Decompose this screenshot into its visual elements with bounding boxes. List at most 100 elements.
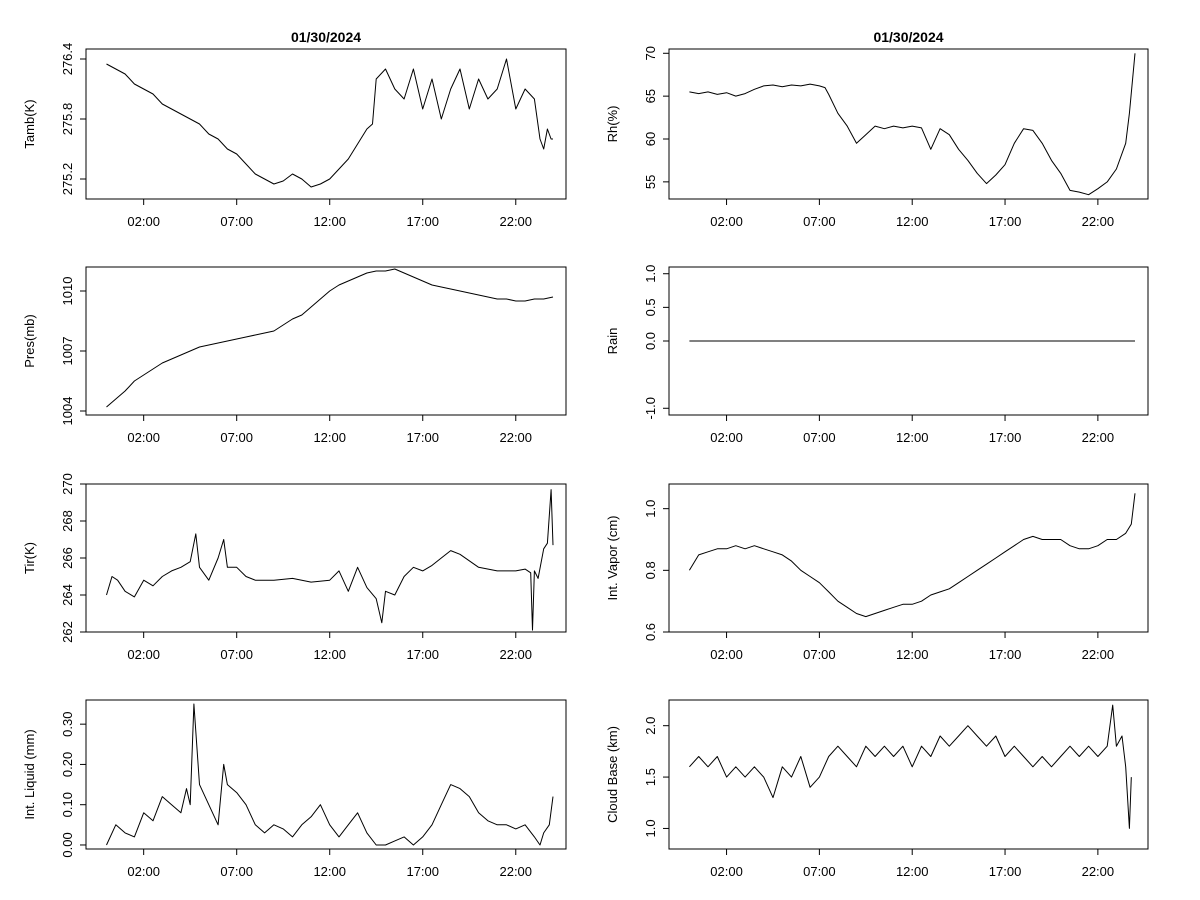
plot-frame [668, 48, 1149, 200]
x-tick-label: 17:00 [989, 214, 1022, 229]
y-axis-label: Pres(mb) [22, 314, 37, 367]
y-axis-label: Cloud Base (km) [605, 726, 620, 823]
y-axis-label: Rh(%) [605, 106, 620, 143]
y-tick-label: 264 [60, 584, 75, 606]
y-tick-label: 1.5 [643, 768, 658, 786]
x-tick-label: 12:00 [313, 430, 346, 445]
y-tick-label: 1010 [60, 277, 75, 306]
x-tick-label: 17:00 [406, 430, 439, 445]
y-tick-label: 275.8 [60, 103, 75, 136]
x-tick-label: 07:00 [803, 214, 836, 229]
chart-title: 01/30/2024 [291, 29, 361, 45]
y-tick-label: 1.0 [643, 500, 658, 518]
x-tick-label: 22:00 [1082, 430, 1115, 445]
x-tick-label: 07:00 [220, 214, 253, 229]
y-tick-label: 0.5 [643, 298, 658, 316]
x-tick-label: 17:00 [989, 647, 1022, 662]
y-tick-label: 55 [643, 175, 658, 189]
y-tick-label: 0.00 [60, 832, 75, 857]
y-tick-label: 1.0 [643, 819, 658, 837]
chart-panel-1: 01/30/2024 Rh(%) 02:00 07:00 12:00 17:00 22:00… [605, 29, 1149, 229]
y-tick-label: 1007 [60, 337, 75, 366]
y-tick-label: 0.10 [60, 792, 75, 817]
y-tick-label: 65 [643, 89, 658, 103]
x-tick-label: 07:00 [220, 864, 253, 879]
chart-panel-4: Tir(K) 02:00 07:00 12:00 17:00 22:00 262 264 266… [22, 473, 567, 662]
y-tick-label: 1.0 [643, 265, 658, 283]
y-tick-label: 266 [60, 547, 75, 569]
x-tick-label: 22:00 [499, 864, 532, 879]
x-tick-label: 02:00 [127, 214, 160, 229]
y-tick-label: 270 [60, 473, 75, 495]
plot-frame [668, 699, 1149, 850]
x-tick-label: 02:00 [710, 430, 743, 445]
series-line-0 [106, 703, 554, 846]
y-tick-label: 0.20 [60, 752, 75, 777]
x-tick-label: 07:00 [220, 430, 253, 445]
x-tick-label: 07:00 [803, 430, 836, 445]
series-line-0 [106, 58, 553, 188]
x-tick-label: 12:00 [896, 864, 929, 879]
y-tick-label: 0.6 [643, 623, 658, 641]
y-tick-label: 268 [60, 510, 75, 532]
x-tick-label: 17:00 [406, 647, 439, 662]
y-tick-label: 0.0 [643, 332, 658, 350]
x-tick-label: 02:00 [710, 647, 743, 662]
x-tick-label: 12:00 [896, 214, 929, 229]
x-tick-label: 12:00 [896, 430, 929, 445]
x-tick-label: 22:00 [1082, 864, 1115, 879]
y-tick-label: 70 [643, 46, 658, 60]
y-tick-label: -1.0 [643, 397, 658, 419]
chart-panel-2: Pres(mb) 02:00 07:00 12:00 17:00 22:00 1004 100… [22, 266, 567, 445]
y-tick-label: 0.8 [643, 561, 658, 579]
series-line-0 [106, 489, 554, 631]
chart-panel-6: Int. Liquid (mm) 02:00 07:00 12:00 17:00 22:0… [22, 699, 567, 879]
x-tick-label: 12:00 [896, 647, 929, 662]
x-tick-label: 07:00 [220, 647, 253, 662]
chart-panel-0: 01/30/2024 Tamb(K) 02:00 07:00 12:00 17:00 22:… [22, 29, 567, 229]
y-tick-label: 2.0 [643, 717, 658, 735]
x-tick-label: 22:00 [499, 647, 532, 662]
x-tick-label: 22:00 [1082, 214, 1115, 229]
y-axis-label: Rain [605, 328, 620, 355]
series-line-0 [688, 493, 1136, 618]
plot-frame [85, 699, 567, 850]
y-axis-label: Tamb(K) [22, 99, 37, 148]
plot-frame [85, 266, 567, 416]
plot-frame [85, 483, 567, 633]
x-tick-label: 12:00 [313, 647, 346, 662]
y-axis-label: Int. Liquid (mm) [22, 729, 37, 819]
x-tick-label: 02:00 [127, 430, 160, 445]
series-line-0 [106, 268, 554, 408]
y-axis-label: Tir(K) [22, 542, 37, 574]
x-tick-label: 02:00 [710, 214, 743, 229]
x-tick-label: 22:00 [499, 214, 532, 229]
x-tick-label: 02:00 [127, 647, 160, 662]
plot-frame [668, 483, 1149, 633]
chart-title: 01/30/2024 [873, 29, 943, 45]
x-tick-label: 07:00 [803, 864, 836, 879]
y-tick-label: 262 [60, 621, 75, 643]
series-line-0 [689, 704, 1132, 829]
plot-frame [85, 48, 567, 200]
y-tick-label: 0.30 [60, 712, 75, 737]
x-tick-label: 02:00 [127, 864, 160, 879]
x-tick-label: 22:00 [499, 430, 532, 445]
y-tick-label: 276.4 [60, 43, 75, 76]
x-tick-label: 17:00 [989, 864, 1022, 879]
x-tick-label: 17:00 [406, 214, 439, 229]
y-tick-label: 275.2 [60, 163, 75, 196]
chart-panel-3: Rain 02:00 07:00 12:00 17:00 22:00 -1.0 0.0 0.5 1… [605, 265, 1149, 445]
x-tick-label: 07:00 [803, 647, 836, 662]
y-axis-label: Int. Vapor (cm) [605, 515, 620, 600]
series-line-0 [689, 53, 1136, 196]
x-tick-label: 17:00 [989, 430, 1022, 445]
x-tick-label: 22:00 [1082, 647, 1115, 662]
y-tick-label: 1004 [60, 397, 75, 426]
chart-panel-7: Cloud Base (km) 02:00 07:00 12:00 17:00 22:00… [605, 699, 1149, 879]
chart-panel-5: Int. Vapor (cm) 02:00 07:00 12:00 17:00 22:00… [605, 483, 1149, 662]
x-tick-label: 12:00 [313, 214, 346, 229]
x-tick-label: 02:00 [710, 864, 743, 879]
y-tick-label: 60 [643, 132, 658, 146]
